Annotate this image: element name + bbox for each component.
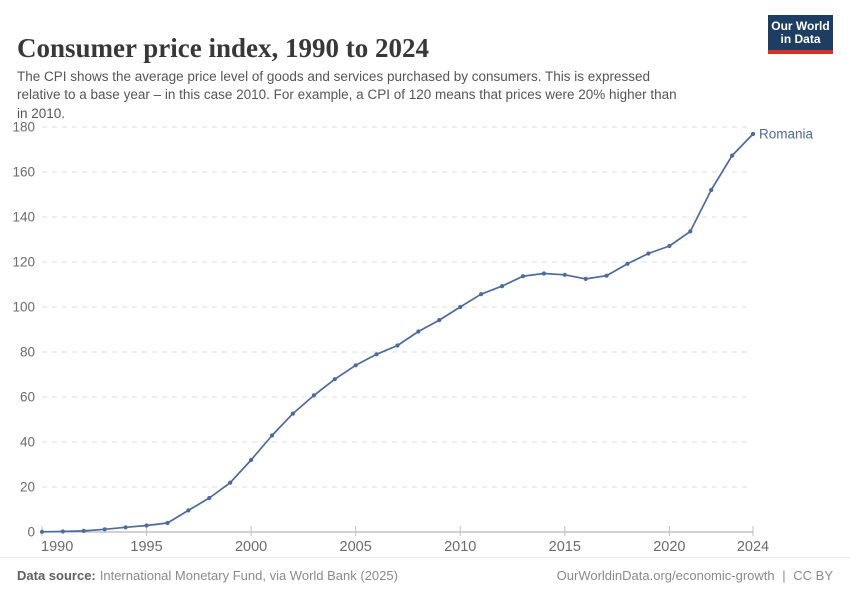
data-point xyxy=(395,343,400,348)
data-point xyxy=(750,131,756,137)
x-axis-labels: 1990 1995 2000 2005 2010 2015 2020 2024 xyxy=(41,539,769,555)
chart-footer: Data source: International Monetary Fund,… xyxy=(0,557,850,599)
chart-subtitle: The CPI shows the average price level of… xyxy=(17,68,677,121)
romania-line xyxy=(41,133,754,533)
data-source: Data source: International Monetary Fund,… xyxy=(17,568,398,583)
data-source-label: Data source: xyxy=(17,568,96,583)
data-point xyxy=(123,525,128,530)
svg-text:40: 40 xyxy=(20,435,35,450)
svg-text:2010: 2010 xyxy=(444,539,476,555)
owid-logo-line2: in Data xyxy=(780,32,821,46)
series-line[interactable]: Romania xyxy=(39,126,814,534)
data-point xyxy=(249,457,254,463)
data-point xyxy=(730,153,735,158)
data-point xyxy=(520,274,526,279)
data-source-text: International Monetary Fund, via World B… xyxy=(99,568,398,583)
svg-text:160: 160 xyxy=(12,165,35,180)
data-point xyxy=(416,329,421,334)
svg-text:20: 20 xyxy=(20,480,35,495)
svg-text:180: 180 xyxy=(12,120,35,135)
license-badge: CC BY xyxy=(793,568,833,583)
data-point xyxy=(290,411,295,416)
data-point xyxy=(625,261,630,266)
data-point xyxy=(269,433,275,438)
x-axis xyxy=(41,526,754,536)
data-point xyxy=(583,276,588,281)
data-point xyxy=(667,243,672,249)
svg-text:2020: 2020 xyxy=(653,539,685,555)
data-point xyxy=(332,377,337,382)
data-point xyxy=(604,273,609,278)
svg-text:2005: 2005 xyxy=(340,539,372,555)
y-gridlines xyxy=(42,126,751,488)
data-point xyxy=(458,304,463,310)
svg-text:100: 100 xyxy=(12,300,35,315)
cpi-line-chart[interactable]: 0 20 40 60 80 100 120 140 160 180 1990 1995 2000 2005… xyxy=(0,0,850,557)
svg-text:80: 80 xyxy=(20,345,35,360)
data-point xyxy=(39,529,45,534)
footer-divider: | xyxy=(782,568,786,583)
data-point xyxy=(165,520,170,526)
svg-text:2015: 2015 xyxy=(549,539,581,555)
data-point xyxy=(374,352,379,357)
data-point xyxy=(186,508,191,513)
data-point xyxy=(311,393,316,398)
owid-url-link[interactable]: OurWorldinData.org/economic-growth xyxy=(556,568,775,583)
svg-text:140: 140 xyxy=(12,210,35,225)
data-point xyxy=(81,528,86,534)
data-point xyxy=(353,363,358,368)
svg-text:1990: 1990 xyxy=(41,539,73,555)
footer-links: OurWorldinData.org/economic-growth | CC … xyxy=(557,568,833,583)
svg-text:120: 120 xyxy=(12,255,35,270)
data-point xyxy=(562,272,567,277)
svg-text:1995: 1995 xyxy=(130,539,162,555)
data-point xyxy=(207,495,212,501)
svg-text:2024: 2024 xyxy=(737,539,769,555)
svg-text:2000: 2000 xyxy=(235,539,267,555)
y-axis-labels: 0 20 40 60 80 100 120 140 160 180 xyxy=(12,120,35,540)
series-end-label: Romania xyxy=(759,126,814,141)
data-point xyxy=(144,523,149,528)
svg-text:60: 60 xyxy=(20,390,35,405)
data-point xyxy=(541,271,547,276)
data-point xyxy=(102,527,107,532)
data-point xyxy=(228,480,233,485)
chart-title: Consumer price index, 1990 to 2024 xyxy=(17,33,429,64)
data-point xyxy=(479,292,484,297)
data-point xyxy=(500,284,505,289)
svg-text:0: 0 xyxy=(27,525,35,540)
data-point xyxy=(60,529,65,534)
data-point xyxy=(688,229,693,234)
data-point xyxy=(709,187,714,193)
data-point xyxy=(437,318,442,323)
owid-logo: Our World in Data xyxy=(768,15,833,54)
owid-logo-line1: Our World xyxy=(771,19,830,33)
data-point xyxy=(646,251,651,256)
